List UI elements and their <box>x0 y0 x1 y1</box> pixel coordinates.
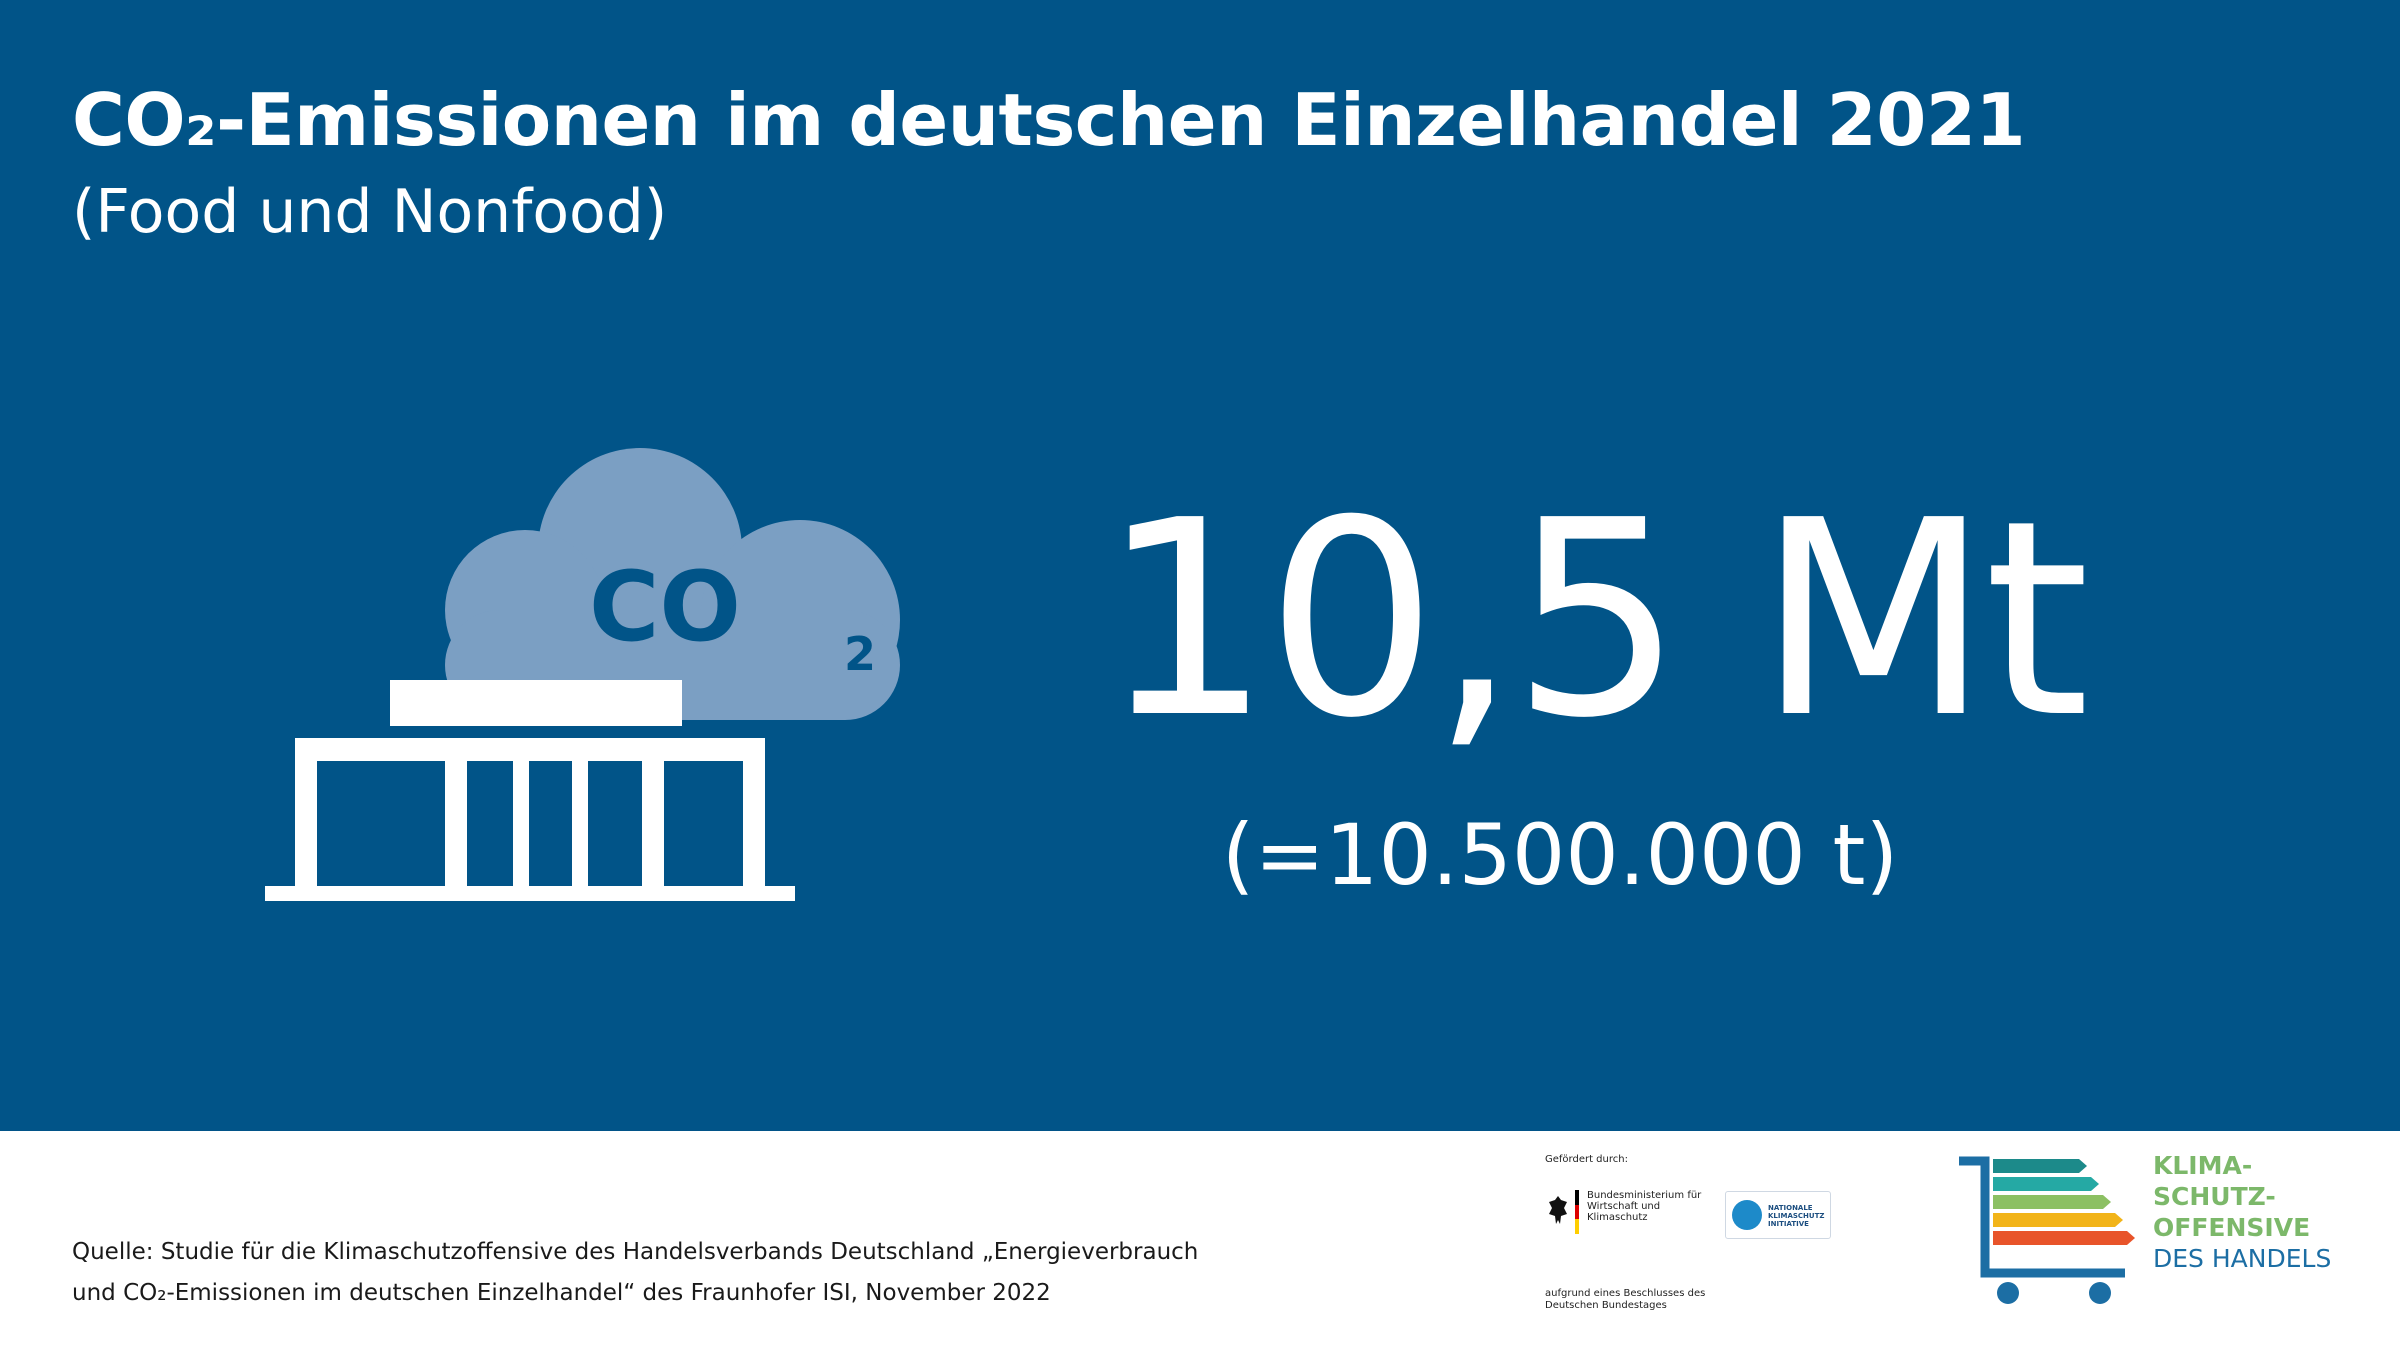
globe-icon <box>1732 1200 1762 1230</box>
store-icon <box>265 680 795 901</box>
page-title: CO₂-Emissionen im deutschen Einzelhandel… <box>72 78 2026 162</box>
emission-total-value: 10,5 Mt <box>1100 462 2090 777</box>
source-note: Quelle: Studie für die Klimaschutzoffens… <box>72 1232 1198 1314</box>
store-with-co2-cloud-icon: CO 2 <box>265 448 900 901</box>
logo-line-3: OFFENSIVE <box>2153 1213 2311 1242</box>
logo-line-4: DES HANDELS <box>2153 1244 2332 1273</box>
source-line-2: und CO₂-Emissionen im deutschen Einzelha… <box>72 1280 1051 1306</box>
sponsor-block: Gefördert durch: Bundesministerium für W… <box>1545 1154 1845 1311</box>
federal-eagle-icon <box>1549 1196 1567 1224</box>
page-subtitle: (Food und Nonfood) <box>72 177 668 247</box>
ministry-name: Bundesministerium für Wirtschaft und Kli… <box>1587 1190 1702 1223</box>
nki-label: NATIONALE KLIMASCHUTZ INITIATIVE <box>1768 1204 1825 1228</box>
shopping-cart-energy-label-icon <box>1959 1156 2135 1304</box>
logo-line-1: KLIMA- <box>2153 1151 2253 1180</box>
logo-line-2: SCHUTZ- <box>2153 1182 2276 1211</box>
co2-subscript: 2 <box>844 627 876 681</box>
emission-total-equivalent: (=10.500.000 t) <box>1221 806 1899 904</box>
co2-label: CO <box>589 551 741 663</box>
german-flag-icon <box>1575 1190 1579 1234</box>
source-line-1: Quelle: Studie für die Klimaschutzoffens… <box>72 1239 1199 1265</box>
sponsor-intro: Gefördert durch: <box>1545 1154 1628 1165</box>
main-panel: CO₂-Emissionen im deutschen Einzelhandel… <box>0 0 2400 1131</box>
nki-logo: NATIONALE KLIMASCHUTZ INITIATIVE <box>1725 1191 1831 1239</box>
bundestag-note: aufgrund eines Beschlusses des Deutschen… <box>1545 1288 1706 1311</box>
klimaschutzoffensive-logo-text: KLIMA- SCHUTZ- OFFENSIVE DES HANDELS <box>2153 1150 2331 1274</box>
